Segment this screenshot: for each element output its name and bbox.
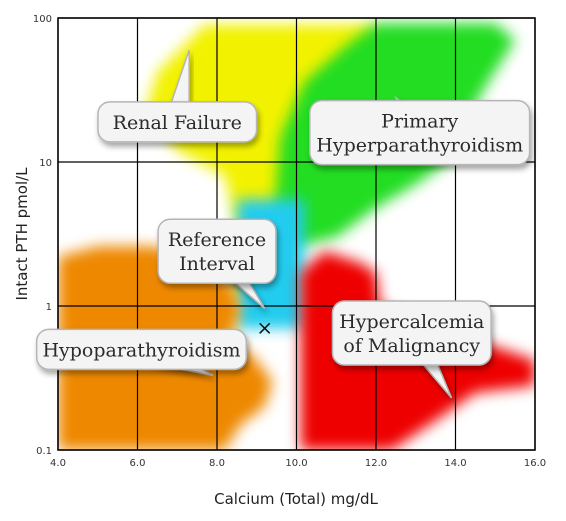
region-label: Reference Interval: [168, 229, 266, 275]
region-label: Hypercalcemia of Malignancy: [339, 311, 484, 357]
x-tick-label: 10.0: [285, 458, 307, 469]
region-label-line: Reference: [168, 229, 266, 251]
region-0-callout: Renal Failure: [97, 49, 258, 143]
y-axis-title: Intact PTH pmol/L: [13, 167, 31, 301]
bubbles-layer: Renal Failure Primary Hyperparathyroidism R…: [35, 49, 531, 399]
tick-labels-layer: 4.0 6.0 8.0 10.0 12.0 14.0 16.0 0.1 1 10 100: [33, 14, 546, 469]
region-1-callout: Primary Hyperparathyroidism: [309, 95, 531, 166]
region-label: Primary Hyperparathyroidism: [316, 111, 523, 157]
callout-box-inner: [161, 222, 273, 281]
y-tick-label: 1: [46, 302, 52, 313]
x-axis-title: Calcium (Total) mg/dL: [214, 490, 378, 508]
y-tick-label: 0.1: [36, 446, 52, 457]
region-3-callout: Hypoparathyroidism: [35, 328, 248, 377]
x-tick-label: 6.0: [130, 458, 146, 469]
y-tick-label: 10: [39, 158, 52, 169]
y-tick-label: 100: [33, 14, 52, 25]
region-2-callout: Reference Interval: [157, 218, 277, 310]
region-4-callout: Hypercalcemia of Malignancy: [331, 300, 492, 399]
callout-box-inner: [335, 303, 489, 362]
x-tick-label: 16.0: [524, 458, 546, 469]
region-label-line: of Malignancy: [343, 335, 480, 357]
plot-frame: [57, 17, 536, 451]
region-label-line: Renal Failure: [113, 112, 242, 134]
region-label: Hypoparathyroidism: [42, 339, 240, 361]
region-label-line: Primary: [381, 111, 458, 133]
region-label-line: Hyperparathyroidism: [316, 135, 523, 157]
data-point-marker: [259, 322, 271, 334]
marker-layer: [259, 322, 271, 334]
x-tick-label: 4.0: [50, 458, 66, 469]
callout-box-inner: [312, 103, 527, 162]
grid-layer: [57, 17, 536, 451]
region-label: Renal Failure: [113, 112, 242, 134]
region-label-line: Hypercalcemia: [339, 311, 484, 333]
x-tick-label: 14.0: [444, 458, 466, 469]
region-label-line: Interval: [179, 253, 255, 275]
x-tick-label: 12.0: [365, 458, 387, 469]
callout-box-inner: [39, 332, 244, 367]
callout-box-inner: [100, 104, 254, 139]
region-label-line: Hypoparathyroidism: [42, 339, 240, 361]
x-tick-label: 8.0: [209, 458, 225, 469]
